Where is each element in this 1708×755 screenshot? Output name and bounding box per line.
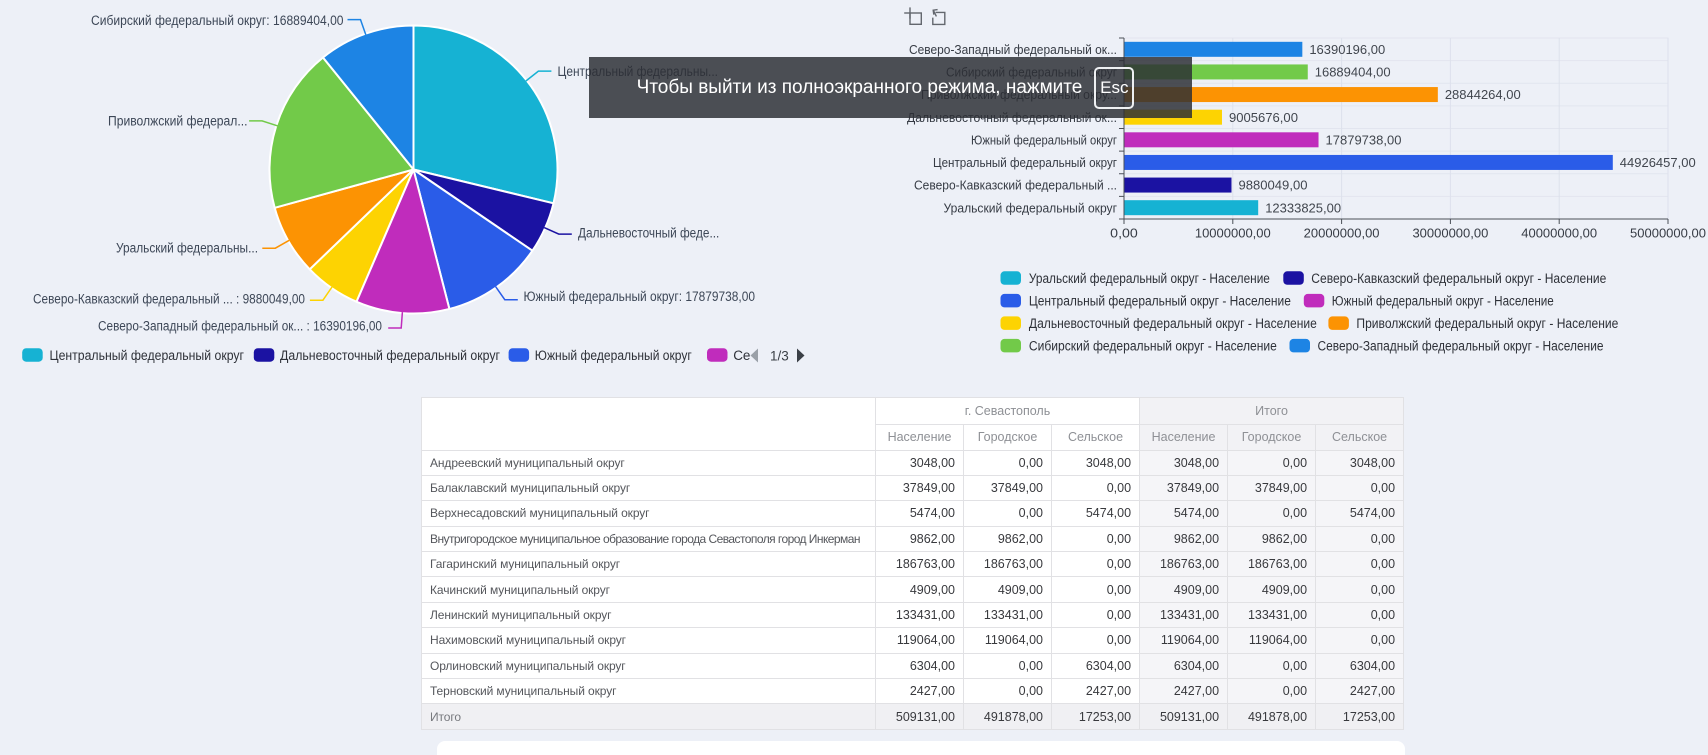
- svg-text:Приволжский федеральный округ: Приволжский федеральный округ - Населени…: [1356, 316, 1618, 331]
- svg-text:16390196,00: 16390196,00: [1309, 42, 1385, 57]
- svg-text:Южный федеральный округ: Южный федеральный округ: [971, 132, 1117, 147]
- svg-text:16889404,00: 16889404,00: [1315, 65, 1391, 80]
- svg-text:Южный федеральный округ - Насе: Южный федеральный округ - Население: [1332, 293, 1554, 308]
- svg-text:Се: Се: [733, 348, 750, 363]
- svg-text:Сибирский федеральный округ: 1: Сибирский федеральный округ: 16889404,00: [91, 13, 344, 28]
- svg-text:Уральский федеральный округ: Уральский федеральный округ: [944, 200, 1118, 215]
- svg-text:Северо-Кавказский федеральный: Северо-Кавказский федеральный ...: [914, 178, 1117, 193]
- svg-text:28844264,00: 28844264,00: [1445, 87, 1521, 102]
- svg-text:50000000,00: 50000000,00: [1630, 226, 1706, 241]
- svg-text:30000000,00: 30000000,00: [1412, 226, 1488, 241]
- svg-text:Центральный федеральный округ: Центральный федеральный округ: [933, 155, 1117, 170]
- svg-text:Дальневосточный федеральный ок: Дальневосточный федеральный округ - Насе…: [1029, 316, 1317, 331]
- svg-text:12333825,00: 12333825,00: [1265, 200, 1341, 215]
- svg-text:1/3: 1/3: [770, 348, 789, 363]
- svg-text:10000000,00: 10000000,00: [1195, 226, 1271, 241]
- svg-text:Северо-Кавказский федеральный: Северо-Кавказский федеральный округ - На…: [1311, 271, 1606, 286]
- svg-text:44926457,00: 44926457,00: [1620, 155, 1696, 170]
- svg-text:0,00: 0,00: [1110, 226, 1138, 241]
- svg-text:Уральский федеральный округ -: Уральский федеральный округ - Население: [1029, 271, 1270, 286]
- svg-text:Северо-Кавказский федеральный: Северо-Кавказский федеральный ... : 9880…: [33, 292, 305, 307]
- svg-text:Центральный федеральный округ: Центральный федеральный округ - Населени…: [1029, 293, 1291, 308]
- svg-text:40000000,00: 40000000,00: [1521, 226, 1597, 241]
- svg-text:Уральский федеральны...: Уральский федеральны...: [116, 241, 258, 256]
- svg-text:Сибирский федеральный округ -: Сибирский федеральный округ - Население: [1029, 338, 1277, 353]
- svg-text:20000000,00: 20000000,00: [1304, 226, 1380, 241]
- svg-text:Дальневосточный федеральный ок: Дальневосточный федеральный округ: [280, 348, 500, 363]
- svg-text:Северо-Западный федеральный ок: Северо-Западный федеральный ок...: [909, 42, 1117, 57]
- svg-text:Северо-Западный федеральный ок: Северо-Западный федеральный ок... : 1639…: [98, 319, 382, 334]
- svg-text:Центральный федеральный округ: Центральный федеральный округ: [50, 348, 245, 363]
- svg-text:Приволжский федерал...: Приволжский федерал...: [108, 114, 248, 129]
- svg-text:Северо-Западный федеральный ок: Северо-Западный федеральный округ - Насе…: [1318, 338, 1604, 353]
- svg-text:Южный федеральный округ: 17879: Южный федеральный округ: 17879738,00: [524, 289, 756, 304]
- svg-text:9005676,00: 9005676,00: [1229, 110, 1298, 125]
- svg-text:Дальневосточный феде...: Дальневосточный феде...: [578, 226, 719, 241]
- svg-text:Южный федеральный округ: Южный федеральный округ: [535, 348, 692, 363]
- svg-text:9880049,00: 9880049,00: [1238, 178, 1307, 193]
- svg-text:17879738,00: 17879738,00: [1326, 132, 1402, 147]
